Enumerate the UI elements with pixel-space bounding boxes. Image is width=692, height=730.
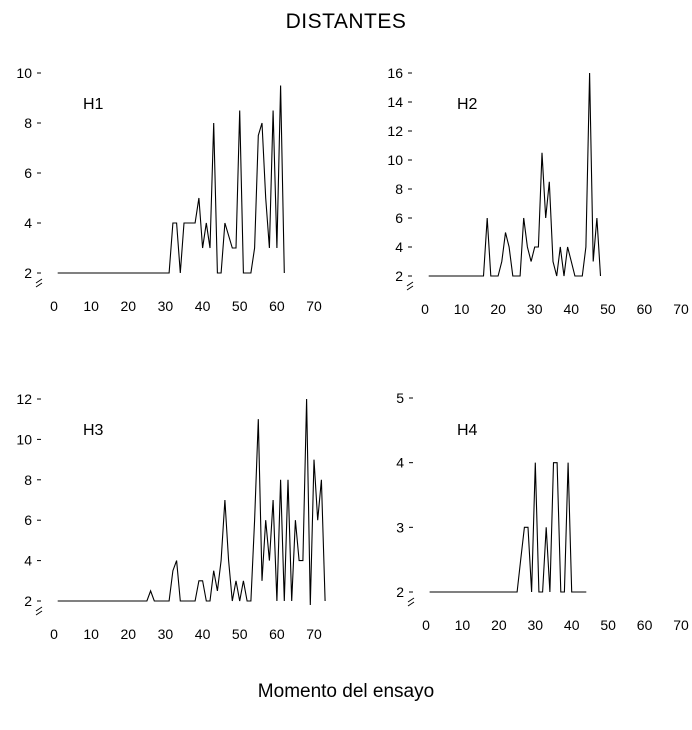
series-line bbox=[429, 462, 587, 593]
y-tick-label: 3 bbox=[396, 519, 404, 535]
x-tick-label: 40 bbox=[195, 298, 211, 314]
x-tick-label: 0 bbox=[421, 301, 429, 317]
x-tick-label: 20 bbox=[490, 301, 506, 317]
axis-break-mark bbox=[407, 597, 415, 607]
x-tick-label: 30 bbox=[527, 617, 543, 633]
y-tick-label: 2 bbox=[24, 593, 32, 609]
y-tick-label: 4 bbox=[395, 239, 403, 255]
y-tick-label: 14 bbox=[387, 94, 403, 110]
x-tick-label: 20 bbox=[120, 626, 136, 642]
panel-h1: H1 2 4 6 8 10 0 10 20 30 40 50 60 70 bbox=[16, 65, 322, 314]
x-tick-label: 70 bbox=[673, 617, 689, 633]
x-tick-label: 40 bbox=[564, 617, 580, 633]
y-tick-label: 4 bbox=[24, 553, 32, 569]
y-tick-label: 8 bbox=[395, 181, 403, 197]
panel-h3: H3 2 4 6 8 10 12 0 10 20 30 40 50 60 70 bbox=[16, 391, 326, 642]
x-tick-label: 40 bbox=[563, 301, 579, 317]
panel-label: H3 bbox=[83, 422, 104, 439]
x-tick-label: 10 bbox=[83, 298, 99, 314]
panel-label: H4 bbox=[457, 422, 478, 439]
x-tick-label: 70 bbox=[673, 301, 689, 317]
y-tick-label: 12 bbox=[16, 391, 32, 407]
y-tick-label: 8 bbox=[24, 115, 32, 131]
y-tick-label: 6 bbox=[24, 512, 32, 528]
axis-break-mark bbox=[35, 606, 43, 616]
x-tick-label: 0 bbox=[50, 626, 58, 642]
series-line bbox=[428, 72, 602, 277]
x-tick-label: 60 bbox=[637, 301, 653, 317]
x-tick-label: 40 bbox=[195, 626, 211, 642]
x-tick-label: 50 bbox=[600, 617, 616, 633]
y-tick-label: 2 bbox=[395, 268, 403, 284]
axis-break-mark bbox=[35, 278, 43, 288]
y-tick-label: 10 bbox=[16, 431, 32, 447]
axis-break-mark bbox=[406, 281, 414, 291]
y-tick-label: 4 bbox=[24, 215, 32, 231]
y-tick-label: 4 bbox=[396, 455, 404, 471]
y-tick-label: 10 bbox=[387, 152, 403, 168]
y-tick-label: 16 bbox=[387, 65, 403, 81]
y-tick-label: 2 bbox=[396, 584, 404, 600]
x-tick-label: 60 bbox=[269, 298, 285, 314]
x-tick-label: 10 bbox=[83, 626, 99, 642]
x-tick-label: 0 bbox=[50, 298, 58, 314]
y-tick-label: 6 bbox=[395, 210, 403, 226]
x-tick-label: 70 bbox=[306, 626, 322, 642]
x-tick-label: 10 bbox=[455, 617, 471, 633]
x-tick-label: 50 bbox=[232, 626, 248, 642]
x-tick-label: 10 bbox=[454, 301, 470, 317]
x-tick-label: 20 bbox=[491, 617, 507, 633]
panel-h2: H2 2 4 6 8 10 12 14 16 0 10 20 30 40 50 60 70 bbox=[387, 65, 689, 317]
x-tick-label: 50 bbox=[600, 301, 616, 317]
x-tick-label: 20 bbox=[120, 298, 136, 314]
x-tick-label: 60 bbox=[269, 626, 285, 642]
y-tick-label: 6 bbox=[24, 165, 32, 181]
chart-title: DISTANTES bbox=[285, 10, 407, 33]
panel-label: H2 bbox=[457, 96, 478, 113]
x-tick-label: 0 bbox=[422, 617, 430, 633]
series-line bbox=[57, 398, 326, 606]
x-tick-label: 60 bbox=[637, 617, 653, 633]
y-tick-label: 2 bbox=[24, 265, 32, 281]
x-tick-label: 30 bbox=[158, 298, 174, 314]
panel-label: H1 bbox=[83, 96, 104, 113]
x-tick-label: 70 bbox=[306, 298, 322, 314]
series-line bbox=[57, 85, 285, 274]
x-axis-label: Momento del ensayo bbox=[257, 681, 435, 702]
y-tick-label: 5 bbox=[396, 390, 404, 406]
x-tick-label: 30 bbox=[527, 301, 543, 317]
y-tick-label: 12 bbox=[387, 123, 403, 139]
y-tick-label: 8 bbox=[24, 472, 32, 488]
x-tick-label: 30 bbox=[158, 626, 174, 642]
y-tick-label: 10 bbox=[16, 65, 32, 81]
x-tick-label: 50 bbox=[232, 298, 248, 314]
